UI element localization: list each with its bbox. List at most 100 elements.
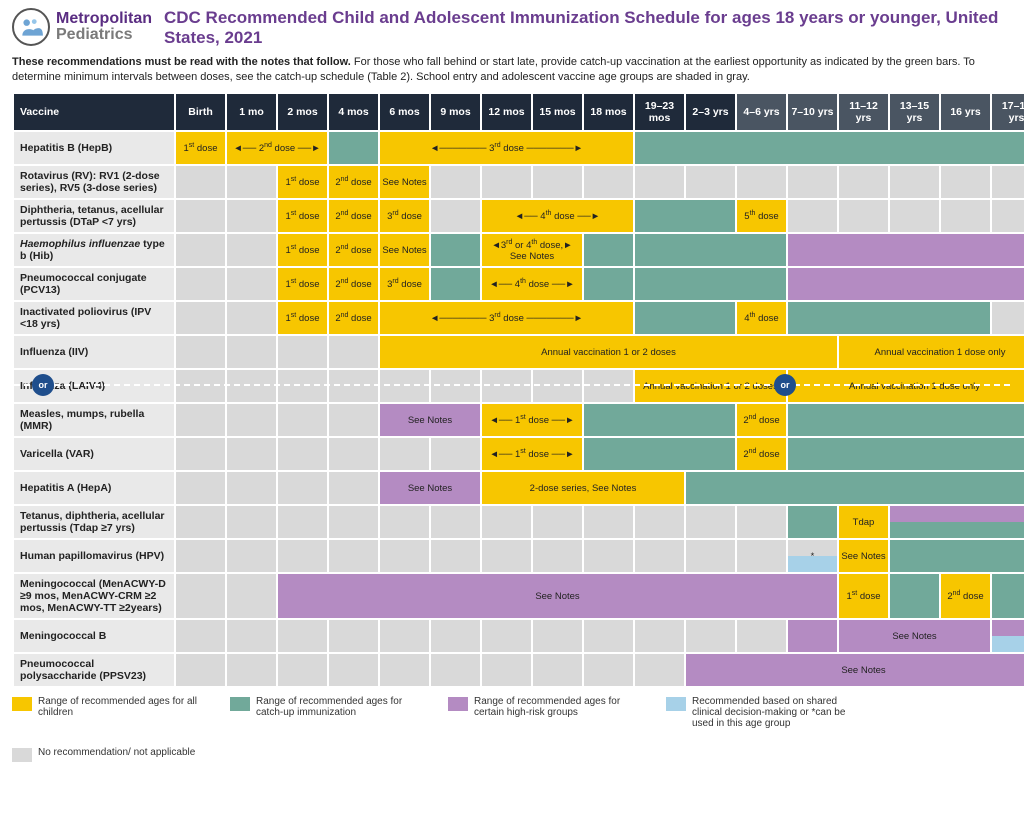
logo-block: Metropolitan Pediatrics bbox=[12, 8, 152, 46]
brand-line-2: Pediatrics bbox=[56, 27, 152, 43]
schedule-cell bbox=[380, 506, 429, 538]
schedule-cell: 4th dose bbox=[737, 302, 786, 334]
schedule-cell bbox=[635, 540, 684, 572]
legend-item: Range of recommended ages for all childr… bbox=[12, 696, 212, 729]
schedule-cell: * bbox=[788, 540, 837, 572]
brand-line-1: Metropolitan bbox=[56, 11, 152, 27]
schedule-cell bbox=[278, 506, 327, 538]
schedule-cell: 2nd dose bbox=[737, 438, 786, 470]
schedule-cell bbox=[227, 574, 276, 618]
schedule-cell: ◄── 4th dose ──► bbox=[482, 200, 633, 232]
schedule-cell: ◄── 4th dose ──► bbox=[482, 268, 582, 300]
schedule-cell bbox=[686, 472, 1024, 504]
vaccine-row: Inactivated poliovirus (IPV <18 yrs) 1st … bbox=[14, 302, 1024, 334]
vaccine-row: Influenza (LAIV4)Annual vaccination 1 or… bbox=[14, 370, 1024, 402]
intro-text: These recommendations must be read with … bbox=[12, 55, 1012, 85]
schedule-cell: Tdap bbox=[839, 506, 888, 538]
schedule-cell: ◄─────── 3rd dose ───────► bbox=[380, 132, 633, 164]
schedule-cell bbox=[533, 166, 582, 198]
schedule-cell: See Notes bbox=[839, 540, 888, 572]
schedule-cell bbox=[227, 506, 276, 538]
vaccine-row: Tetanus, diphtheria, acellular pertussis… bbox=[14, 506, 1024, 538]
schedule-cell: 2nd dose bbox=[941, 574, 990, 618]
schedule-cell bbox=[584, 234, 633, 266]
schedule-cell bbox=[176, 506, 225, 538]
column-header-age: 7–10 yrs bbox=[788, 94, 837, 130]
schedule-cell bbox=[278, 540, 327, 572]
vaccine-name-cell: Meningococcal B bbox=[14, 620, 174, 652]
schedule-cell bbox=[380, 540, 429, 572]
legend: Range of recommended ages for all childr… bbox=[12, 696, 1012, 762]
schedule-cell bbox=[227, 166, 276, 198]
logo-text: Metropolitan Pediatrics bbox=[56, 11, 152, 43]
schedule-cell bbox=[584, 438, 735, 470]
schedule-cell bbox=[788, 404, 1024, 436]
column-header-age: 17–18 yrs bbox=[992, 94, 1024, 130]
schedule-cell: 1st dose bbox=[278, 302, 327, 334]
schedule-cell bbox=[839, 166, 888, 198]
schedule-cell bbox=[227, 200, 276, 232]
vaccine-row: Meningococcal BSee Notes bbox=[14, 620, 1024, 652]
vaccine-name-cell: Hepatitis B (HepB) bbox=[14, 132, 174, 164]
schedule-cell: ◄3rd or 4th dose,► See Notes bbox=[482, 234, 582, 266]
schedule-cell: See Notes bbox=[686, 654, 1024, 686]
column-header-age: 2 mos bbox=[278, 94, 327, 130]
schedule-cell bbox=[176, 268, 225, 300]
schedule-cell: 2nd dose bbox=[737, 404, 786, 436]
schedule-cell bbox=[431, 654, 480, 686]
table-body: Hepatitis B (HepB) 1st dose ◄── 2nd dose ─… bbox=[14, 132, 1024, 686]
schedule-cell: 2-dose series, See Notes bbox=[482, 472, 684, 504]
schedule-cell bbox=[635, 654, 684, 686]
schedule-cell bbox=[329, 620, 378, 652]
legend-item: No recommendation/ not applicable bbox=[12, 747, 195, 762]
schedule-cell bbox=[584, 370, 633, 402]
schedule-cell bbox=[278, 370, 327, 402]
column-header-age: 16 yrs bbox=[941, 94, 990, 130]
vaccine-row: Measles, mumps, rubella (MMR)See Notes◄─… bbox=[14, 404, 1024, 436]
schedule-cell bbox=[788, 620, 837, 652]
schedule-cell bbox=[227, 268, 276, 300]
schedule-cell: Annual vaccination 1 or 2 doses bbox=[635, 370, 786, 402]
schedule-cell bbox=[380, 654, 429, 686]
schedule-cell bbox=[482, 506, 531, 538]
schedule-cell bbox=[992, 302, 1024, 334]
schedule-cell bbox=[227, 654, 276, 686]
schedule-cell bbox=[431, 506, 480, 538]
vaccine-name-cell: Haemophilus influenzae type b (Hib) bbox=[14, 234, 174, 266]
schedule-cell: ◄─────── 3rd dose ───────► bbox=[380, 302, 633, 334]
vaccine-row: Pneumococcal conjugate (PCV13)1st dose2n… bbox=[14, 268, 1024, 300]
schedule-cell bbox=[329, 654, 378, 686]
schedule-cell: 1st dose bbox=[278, 234, 327, 266]
schedule-cell bbox=[686, 506, 735, 538]
schedule-cell bbox=[635, 166, 684, 198]
schedule-cell: 1st dose bbox=[278, 268, 327, 300]
schedule-cell: ◄── 2nd dose ──► bbox=[227, 132, 327, 164]
schedule-cell bbox=[176, 404, 225, 436]
schedule-cell bbox=[227, 404, 276, 436]
vaccine-row: Haemophilus influenzae type b (Hib) 1st d… bbox=[14, 234, 1024, 266]
schedule-cell bbox=[329, 472, 378, 504]
legend-label: Range of recommended ages for all childr… bbox=[38, 696, 212, 718]
schedule-cell: See Notes bbox=[278, 574, 837, 618]
schedule-cell bbox=[176, 166, 225, 198]
schedule-cell bbox=[890, 506, 1024, 538]
schedule-cell: Annual vaccination 1 or 2 doses bbox=[380, 336, 837, 368]
schedule-cell bbox=[992, 620, 1024, 652]
schedule-cell: 1st dose bbox=[839, 574, 888, 618]
schedule-cell bbox=[533, 506, 582, 538]
header: Metropolitan Pediatrics CDC Recommended … bbox=[12, 8, 1012, 49]
vaccine-row: Hepatitis A (HepA)See Notes2-dose series… bbox=[14, 472, 1024, 504]
schedule-cell: 2nd dose bbox=[329, 234, 378, 266]
schedule-cell bbox=[278, 404, 327, 436]
vaccine-name-cell: Diphtheria, tetanus, acellular pertussis… bbox=[14, 200, 174, 232]
legend-swatch bbox=[230, 697, 250, 711]
schedule-cell bbox=[635, 620, 684, 652]
schedule-cell bbox=[584, 268, 633, 300]
schedule-cell bbox=[482, 166, 531, 198]
vaccine-name-cell: Inactivated poliovirus (IPV <18 yrs) bbox=[14, 302, 174, 334]
schedule-cell bbox=[176, 540, 225, 572]
schedule-cell bbox=[635, 200, 735, 232]
schedule-cell bbox=[737, 166, 786, 198]
schedule-cell bbox=[176, 200, 225, 232]
schedule-cell bbox=[635, 234, 786, 266]
